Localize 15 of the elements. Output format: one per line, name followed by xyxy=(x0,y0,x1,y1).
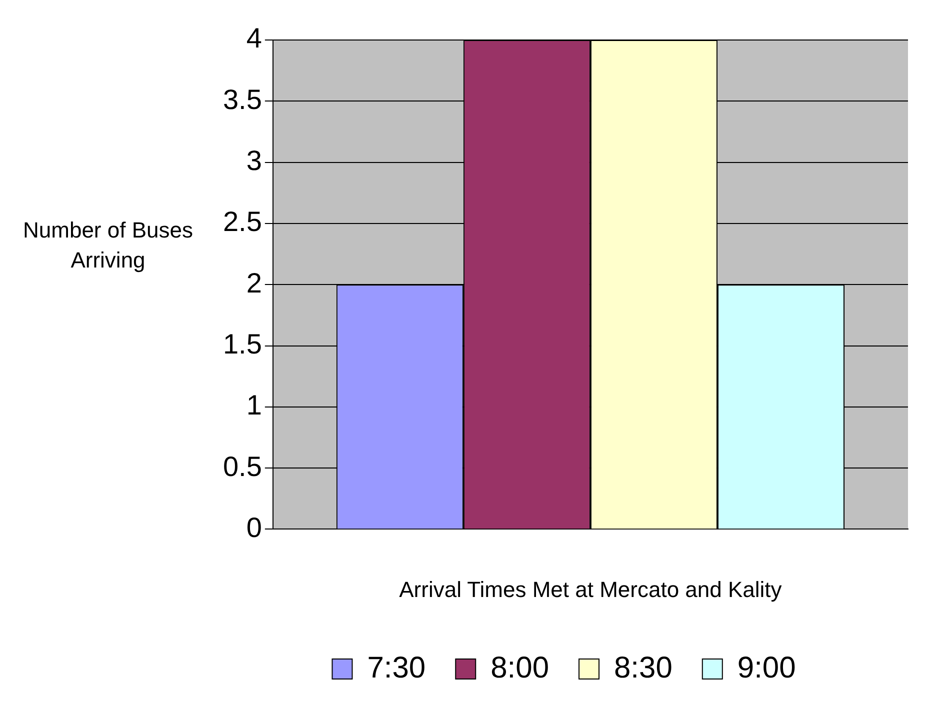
y-tick-label: 3 xyxy=(246,145,262,176)
y-tick-label: 4 xyxy=(246,22,262,54)
y-tick-label: 0 xyxy=(246,512,262,543)
legend-label: 8:30 xyxy=(614,651,672,684)
y-tick-label: 3.5 xyxy=(222,84,262,115)
legend-label: 9:00 xyxy=(737,651,796,684)
x-axis-title: Arrival Times Met at Mercato and Kality xyxy=(399,576,782,602)
y-tick-label: 1.5 xyxy=(222,328,262,360)
legend-label: 7:30 xyxy=(367,651,426,684)
y-tick-label: 2 xyxy=(246,267,262,298)
y-tick-label: 0.5 xyxy=(222,450,262,482)
legend-label: 8:00 xyxy=(490,651,549,684)
y-axis-title: Number of Buses Arriving xyxy=(23,218,193,273)
y-tick-label: 2.5 xyxy=(222,206,262,238)
y-tick-label: 1 xyxy=(246,390,262,421)
